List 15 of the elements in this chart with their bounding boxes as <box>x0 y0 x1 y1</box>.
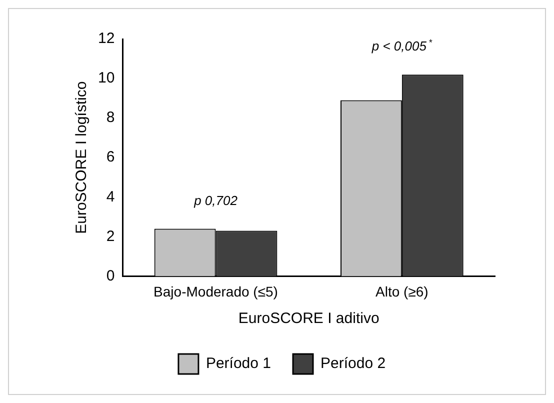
y-tick-label: 12 <box>98 30 115 48</box>
y-tick-label: 10 <box>98 70 115 87</box>
x-tick-label: Alto (≥6) <box>376 283 428 300</box>
y-tick-label: 6 <box>106 148 115 166</box>
x-tick-label: Bajo-Moderado (≤5) <box>154 283 278 300</box>
annotation: p 0,702 <box>193 192 238 208</box>
y-tick-label: 2 <box>106 228 115 245</box>
legend-label: Período 2 <box>320 355 386 372</box>
y-axis-title: EuroSCORE I logístico <box>73 81 90 234</box>
annotation: p < 0,005* <box>370 37 432 54</box>
y-tick-label: 8 <box>106 109 115 126</box>
legend-label: Período 1 <box>206 355 271 372</box>
y-tick-label: 4 <box>106 188 115 206</box>
x-axis-title: EuroSCORE I aditivo <box>238 310 380 328</box>
y-tick-label: 0 <box>106 267 115 284</box>
